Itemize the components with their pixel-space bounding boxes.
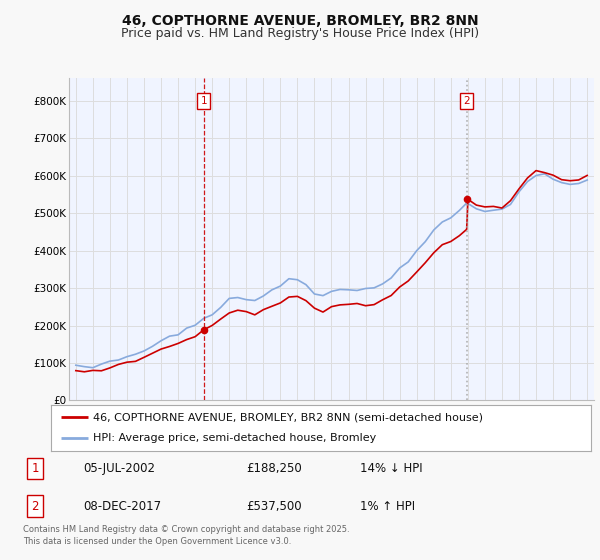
- Text: 1% ↑ HPI: 1% ↑ HPI: [360, 500, 415, 512]
- Text: 1: 1: [200, 96, 207, 106]
- Point: [462, 195, 472, 204]
- Text: £188,250: £188,250: [246, 462, 302, 475]
- Text: 14% ↓ HPI: 14% ↓ HPI: [360, 462, 422, 475]
- Text: 05-JUL-2002: 05-JUL-2002: [83, 462, 155, 475]
- Point: [199, 325, 209, 334]
- Text: 2: 2: [31, 500, 39, 512]
- Text: £537,500: £537,500: [246, 500, 302, 512]
- Text: 46, COPTHORNE AVENUE, BROMLEY, BR2 8NN: 46, COPTHORNE AVENUE, BROMLEY, BR2 8NN: [122, 14, 478, 28]
- Text: 1: 1: [31, 462, 39, 475]
- Text: Contains HM Land Registry data © Crown copyright and database right 2025.
This d: Contains HM Land Registry data © Crown c…: [23, 525, 349, 546]
- Text: HPI: Average price, semi-detached house, Bromley: HPI: Average price, semi-detached house,…: [93, 433, 376, 444]
- Text: 46, COPTHORNE AVENUE, BROMLEY, BR2 8NN (semi-detached house): 46, COPTHORNE AVENUE, BROMLEY, BR2 8NN (…: [93, 412, 483, 422]
- Text: 2: 2: [463, 96, 470, 106]
- Text: 08-DEC-2017: 08-DEC-2017: [83, 500, 161, 512]
- Text: Price paid vs. HM Land Registry's House Price Index (HPI): Price paid vs. HM Land Registry's House …: [121, 27, 479, 40]
